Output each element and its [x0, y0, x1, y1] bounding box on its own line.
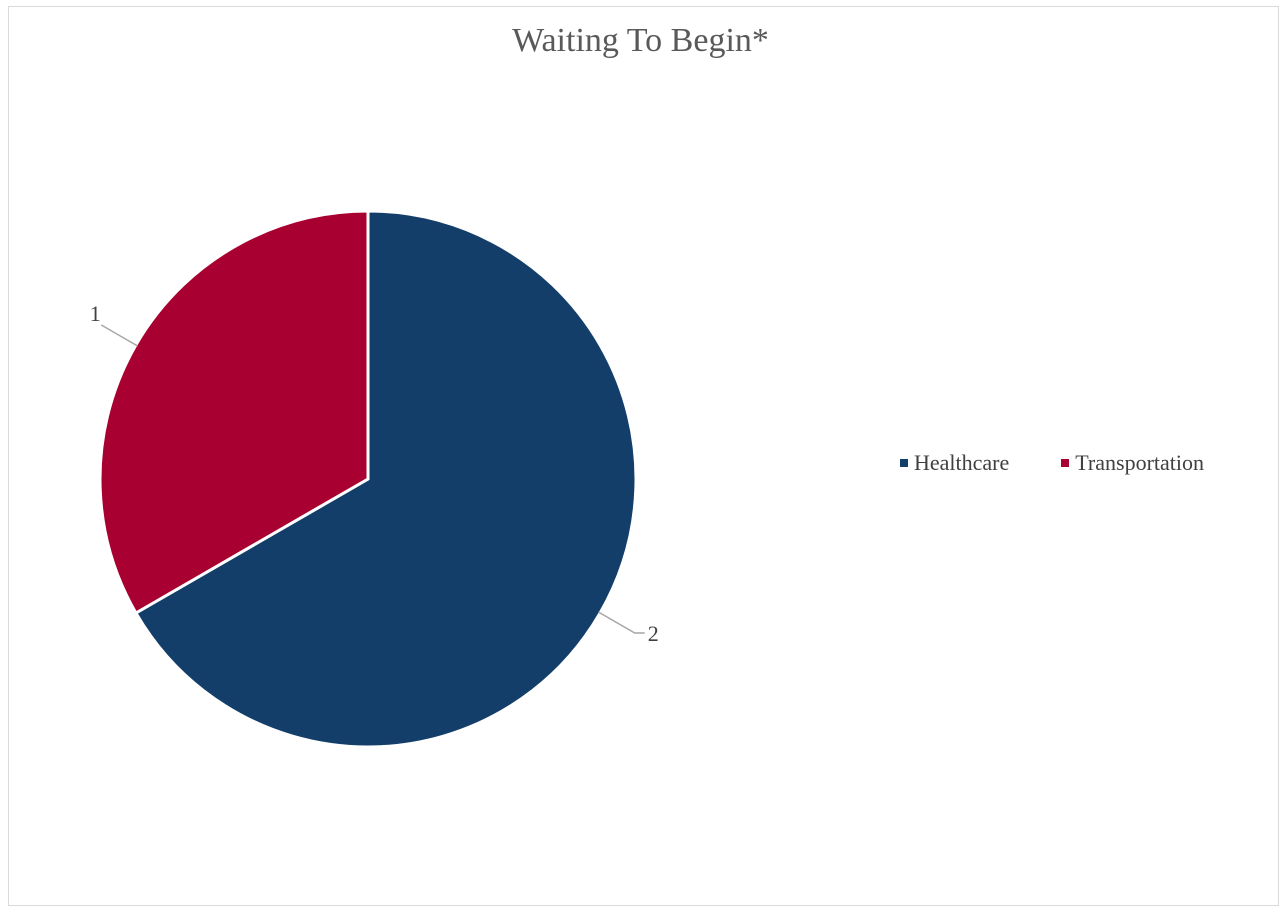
- leader-line-healthcare: [597, 611, 645, 634]
- data-label-healthcare: 2: [648, 621, 659, 646]
- legend-label-transportation: Transportation: [1075, 450, 1205, 475]
- legend: Healthcare Transportation: [900, 450, 1204, 476]
- legend-swatch-healthcare: [900, 459, 908, 467]
- legend-swatch-transportation: [1061, 459, 1070, 467]
- legend-item-healthcare: Healthcare: [900, 450, 1009, 476]
- data-label-transportation: 1: [90, 301, 101, 326]
- chart-title: Waiting To Begin*: [512, 22, 769, 59]
- legend-item-transportation: Transportation: [1061, 450, 1204, 476]
- leader-line-transportation: [100, 324, 139, 347]
- legend-label-healthcare: Healthcare: [914, 450, 1010, 475]
